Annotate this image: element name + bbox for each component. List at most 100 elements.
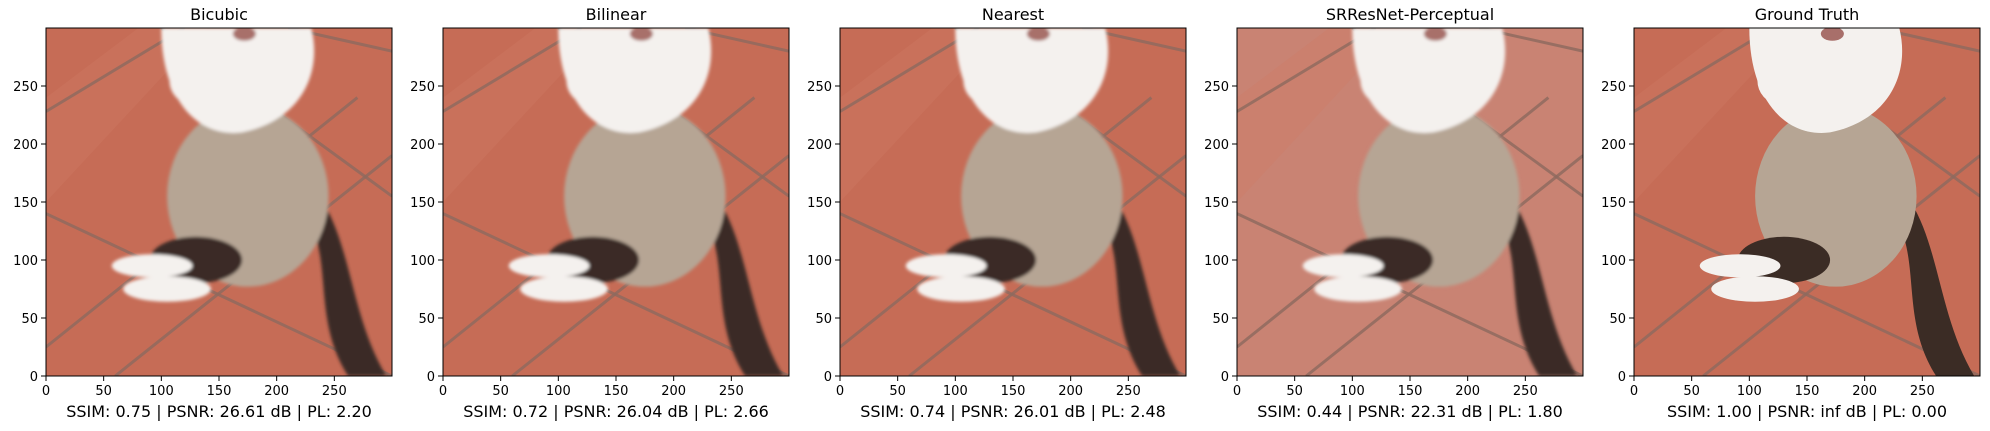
panel-metrics-caption: SSIM: 0.44 | PSNR: 22.31 dB | PL: 1.80 <box>1257 402 1563 421</box>
panel-metrics-caption: SSIM: 0.74 | PSNR: 26.01 dB | PL: 2.48 <box>860 402 1166 421</box>
y-tick-label: 100 <box>1601 254 1626 269</box>
x-tick-label: 200 <box>1852 384 1877 399</box>
x-tick-label: 50 <box>1286 384 1303 399</box>
y-tick-label: 50 <box>418 312 435 327</box>
cat-chest <box>955 28 1109 133</box>
x-tick-label: 250 <box>1910 384 1935 399</box>
y-tick-label: 100 <box>807 254 832 269</box>
x-tick-label: 100 <box>546 384 571 399</box>
y-tick-label: 250 <box>807 80 832 95</box>
x-tick-label: 150 <box>1398 384 1423 399</box>
cat-paw <box>1450 55 1497 98</box>
cat-tail <box>702 202 784 376</box>
tile-grout <box>1634 212 1980 376</box>
tile-grout <box>1237 212 1583 376</box>
x-tick-label: 0 <box>1233 384 1241 399</box>
y-tick-label: 100 <box>13 254 38 269</box>
panel-3: 0 50 100 150 200 250 0 50 100 150 200 250 Nearest SSI… <box>807 5 1187 421</box>
x-tick-label: 0 <box>439 384 447 399</box>
y-tick-label: 50 <box>815 312 832 327</box>
cat <box>1699 28 1975 376</box>
x-tick-label: 150 <box>207 384 232 399</box>
cat-mouth <box>1820 28 1844 41</box>
cat-chest <box>558 28 712 133</box>
cat <box>905 28 1181 376</box>
cat-paw <box>566 56 608 104</box>
tile-grout <box>46 212 392 376</box>
y-tick-label: 250 <box>13 80 38 95</box>
cat-paw <box>1847 55 1894 98</box>
cat-tail <box>1496 202 1578 376</box>
y-tick-label: 150 <box>13 196 38 211</box>
tile-grout <box>443 28 583 113</box>
panel-2: 0 50 100 150 200 250 0 50 100 150 200 250 Bilinear SS… <box>410 5 790 421</box>
cat-foot <box>1314 276 1402 302</box>
y-tick-label: 100 <box>1204 254 1229 269</box>
cat-tail <box>1893 202 1975 376</box>
y-tick-label: 250 <box>1601 80 1626 95</box>
cat-foot <box>123 276 211 302</box>
x-tick-label: 250 <box>719 384 744 399</box>
tile-grout <box>443 212 789 376</box>
y-tick-label: 250 <box>1204 80 1229 95</box>
cat-paw <box>1757 56 1799 104</box>
x-tick-label: 50 <box>95 384 112 399</box>
cat-foot <box>1302 254 1384 278</box>
panel-image <box>443 28 789 376</box>
y-tick-label: 200 <box>13 138 38 153</box>
cat <box>111 28 387 376</box>
cat-mouth <box>232 28 256 41</box>
x-tick-label: 100 <box>1340 384 1365 399</box>
y-tick-label: 150 <box>1601 196 1626 211</box>
cat <box>1302 28 1578 376</box>
x-tick-label: 0 <box>836 384 844 399</box>
cat-tail <box>305 202 387 376</box>
panel-title: SRResNet-Perceptual <box>1326 5 1494 24</box>
panel-metrics-caption: SSIM: 0.75 | PSNR: 26.61 dB | PL: 2.20 <box>66 402 372 421</box>
x-tick-label: 200 <box>264 384 289 399</box>
y-tick-label: 200 <box>1601 138 1626 153</box>
panel-title: Bicubic <box>190 5 248 24</box>
y-tick-label: 0 <box>30 370 38 385</box>
panel-5: 0 50 100 150 200 250 0 50 100 150 200 250 Ground Tru… <box>1601 5 1981 421</box>
panel-metrics-caption: SSIM: 0.72 | PSNR: 26.04 dB | PL: 2.66 <box>463 402 769 421</box>
cat-foot <box>1699 254 1781 278</box>
cat-chest <box>1749 28 1903 133</box>
cat-paw <box>259 55 306 98</box>
y-tick-label: 0 <box>1221 370 1229 385</box>
y-tick-label: 0 <box>1618 370 1626 385</box>
panel-title: Bilinear <box>586 5 647 24</box>
cat-mouth <box>1423 28 1447 41</box>
panel-image <box>46 28 392 376</box>
cat <box>508 28 784 376</box>
x-tick-label: 100 <box>149 384 174 399</box>
panel-metrics-caption: SSIM: 1.00 | PSNR: inf dB | PL: 0.00 <box>1667 402 1947 421</box>
x-tick-label: 50 <box>1683 384 1700 399</box>
y-tick-label: 0 <box>427 370 435 385</box>
x-tick-label: 200 <box>661 384 686 399</box>
y-tick-label: 200 <box>1204 138 1229 153</box>
cat-mouth <box>1026 28 1050 41</box>
cat-paw <box>1360 56 1402 104</box>
cat-paw <box>963 56 1005 104</box>
x-tick-label: 250 <box>1513 384 1538 399</box>
y-tick-label: 150 <box>1204 196 1229 211</box>
y-tick-label: 50 <box>1609 312 1626 327</box>
panel-image <box>1634 28 1980 376</box>
cat-tail <box>1099 202 1181 376</box>
x-tick-label: 0 <box>1630 384 1638 399</box>
x-tick-label: 150 <box>1795 384 1820 399</box>
tile-grout <box>840 28 980 113</box>
panel-4: 0 50 100 150 200 250 0 50 100 150 200 250 SRResNet-P… <box>1204 5 1584 421</box>
cat-foot <box>905 254 987 278</box>
cat-foot <box>520 276 608 302</box>
tile-grout <box>840 212 1186 376</box>
cat-mouth <box>629 28 653 41</box>
x-tick-label: 0 <box>42 384 50 399</box>
cat-foot <box>111 254 193 278</box>
x-tick-label: 150 <box>604 384 629 399</box>
panel-1: 0 50 100 150 200 250 0 50 100 150 200 250 Bicubic SSI… <box>13 5 393 421</box>
y-tick-label: 50 <box>1212 312 1229 327</box>
cat-foot <box>1711 276 1799 302</box>
